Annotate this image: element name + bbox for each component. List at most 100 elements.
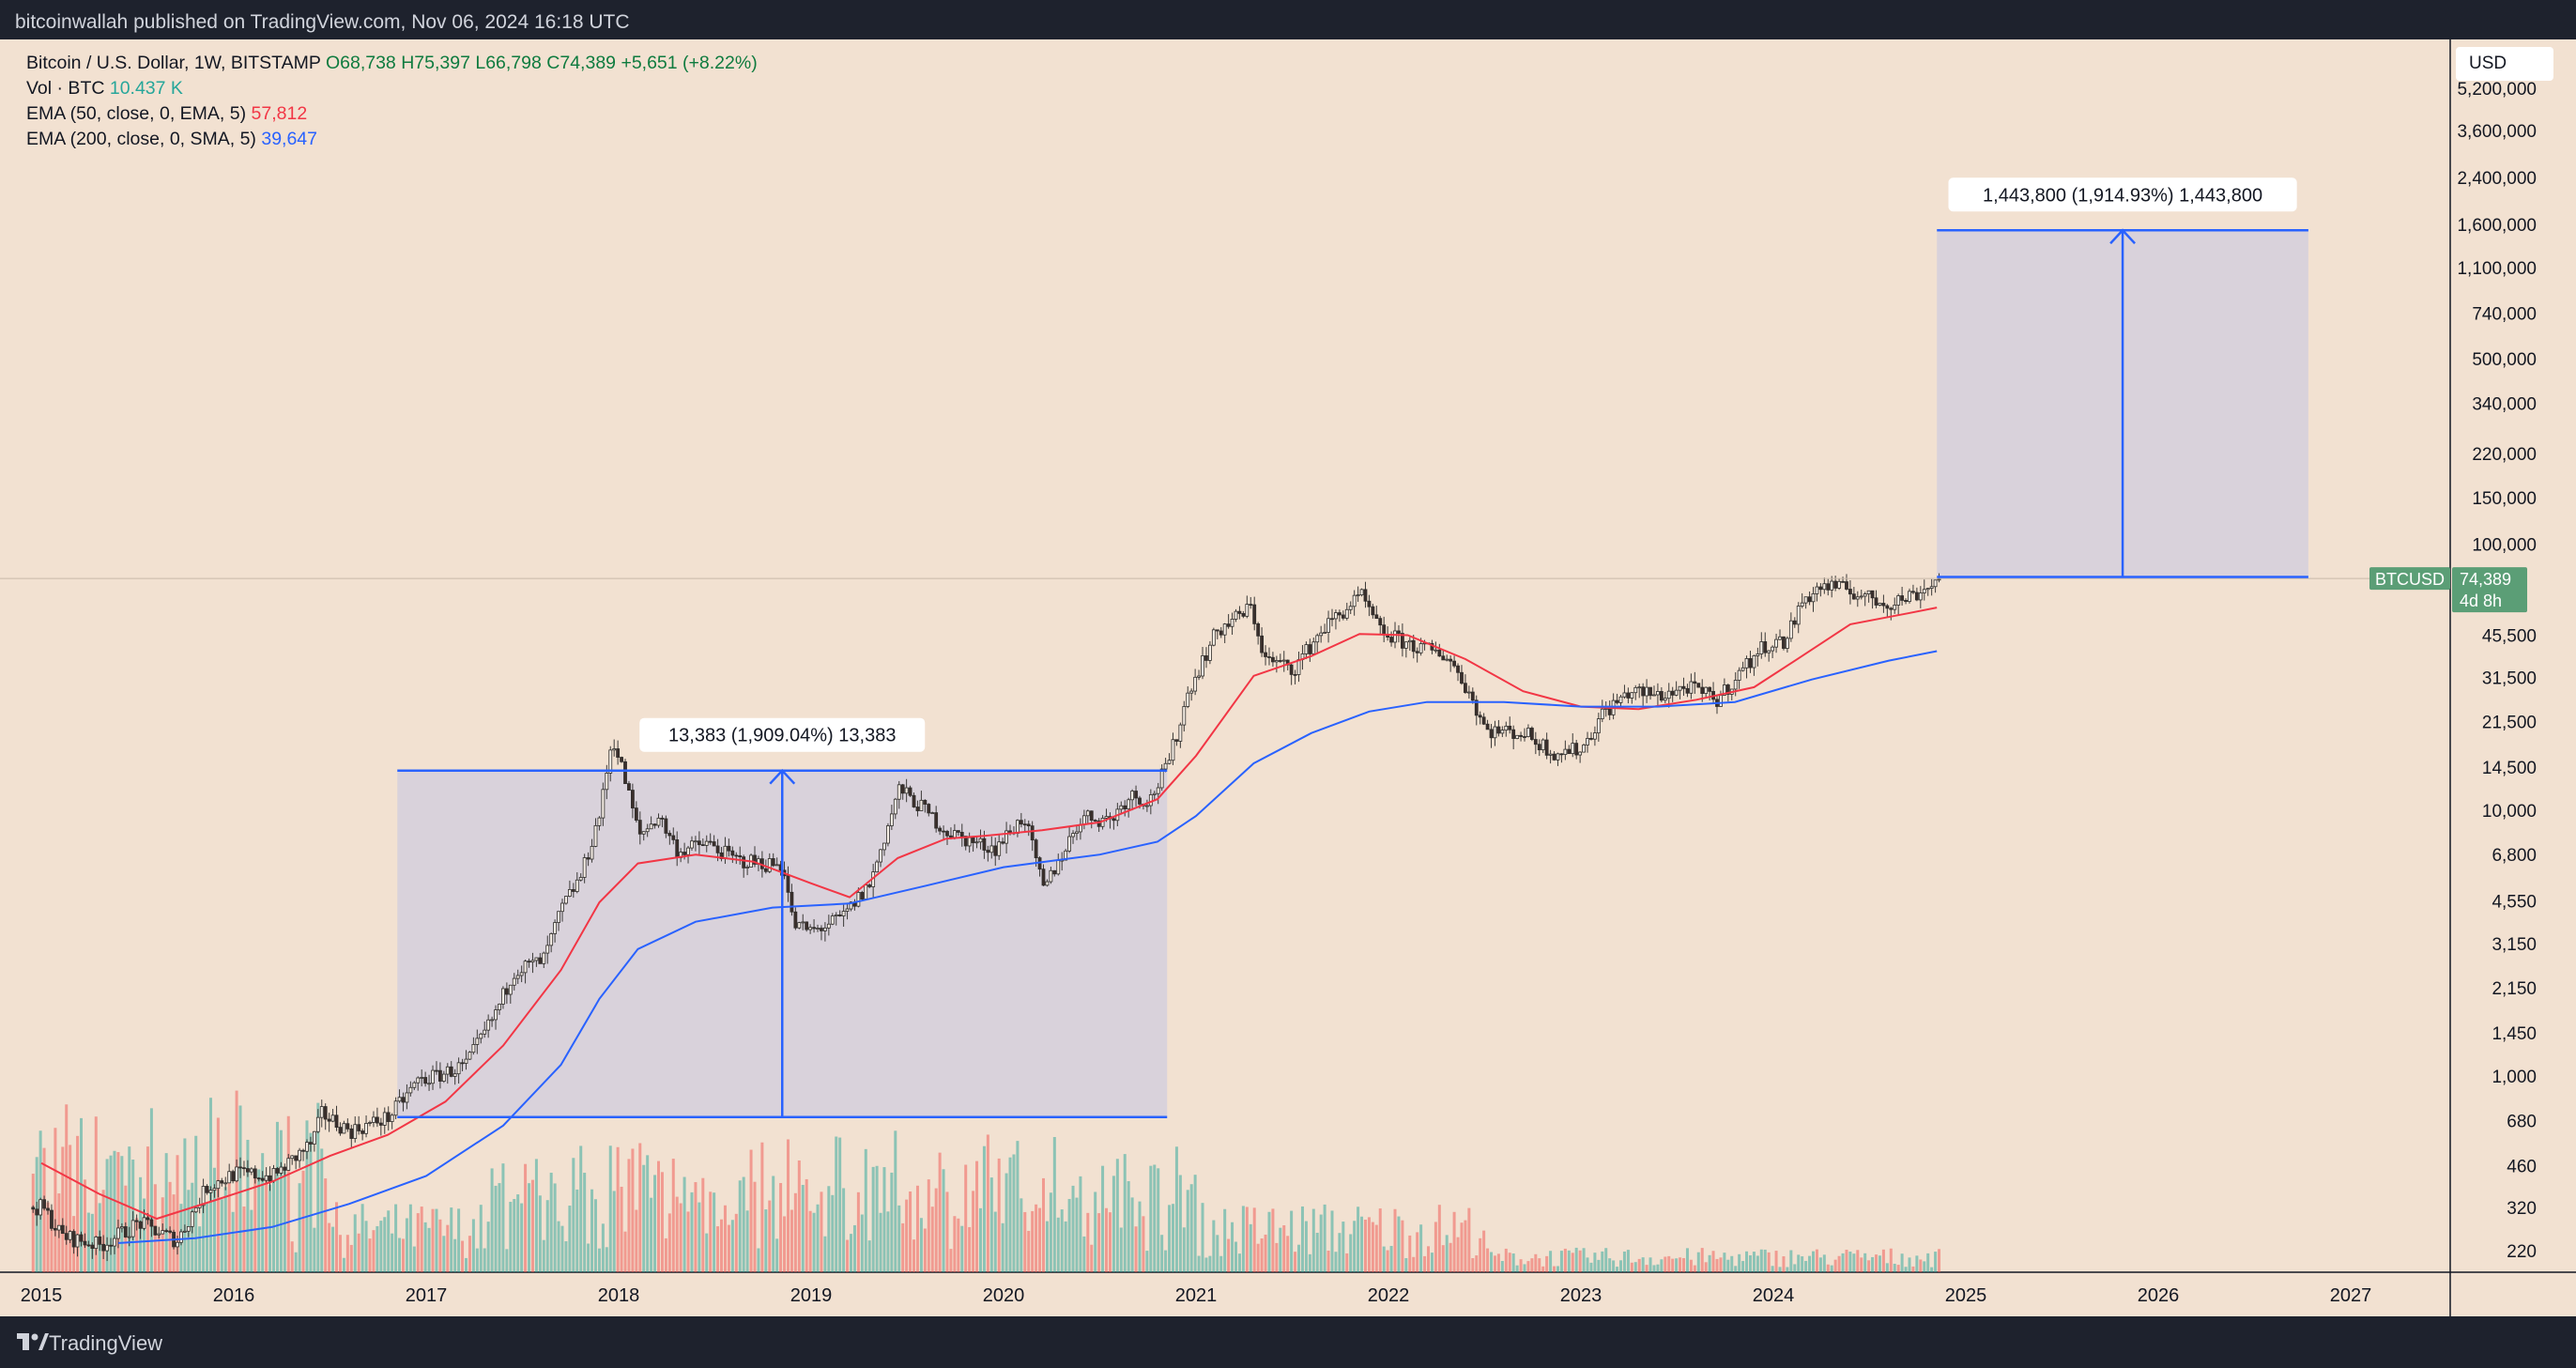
candle-body — [1315, 635, 1320, 643]
volume-bar — [1105, 1207, 1109, 1272]
candle-body — [1189, 690, 1194, 694]
volume-bar — [1060, 1209, 1064, 1272]
candle-body — [627, 783, 631, 791]
volume-bar — [1675, 1258, 1679, 1272]
candle-body — [1925, 588, 1930, 591]
volume-bar — [1427, 1246, 1430, 1272]
volume-bar — [1112, 1176, 1115, 1272]
candle-body — [1352, 594, 1357, 607]
price-tag-value: 74,389 — [2460, 570, 2511, 589]
price-chart[interactable]: 13,383 (1,909.04%) 13,383 1,443,800 (1,91… — [0, 39, 2576, 1316]
candle-body — [1049, 869, 1053, 883]
candle-body — [1515, 734, 1520, 739]
volume-bar — [835, 1136, 838, 1272]
price-tick-label: 150,000 — [2472, 489, 2537, 509]
volume-bar — [1549, 1251, 1553, 1272]
tradingview-logo-icon — [17, 1333, 49, 1350]
volume-bar — [157, 1235, 161, 1272]
candle-body — [1281, 659, 1286, 662]
symbol-title[interactable]: Bitcoin / U.S. Dollar, 1W, BITSTAMP — [26, 53, 321, 73]
volume-label[interactable]: Vol · BTC — [26, 78, 105, 99]
candle-body — [1586, 738, 1589, 745]
candle-body — [1452, 660, 1456, 667]
volume-bar — [975, 1160, 979, 1272]
candle-body — [952, 830, 957, 838]
candle-body — [1241, 613, 1246, 617]
ema50-label[interactable]: EMA (50, close, 0, EMA, 5) — [26, 103, 247, 124]
volume-bar — [1020, 1198, 1023, 1272]
volume-bar — [1519, 1259, 1523, 1272]
candle-body — [1693, 681, 1697, 684]
price-axis-panel — [2450, 39, 2576, 1316]
volume-bar — [31, 1174, 35, 1272]
candle-body — [723, 845, 728, 859]
volume-bar — [1763, 1249, 1767, 1272]
volume-bar — [538, 1195, 542, 1272]
volume-bar — [957, 1218, 960, 1272]
candle-body — [1645, 686, 1648, 697]
volume-bar — [1493, 1255, 1496, 1272]
measure-label-1: 1,443,800 (1,914.93%) 1,443,800 — [1983, 185, 2262, 206]
candle-body — [338, 1127, 343, 1134]
volume-bar — [1237, 1253, 1241, 1272]
volume-bar — [1108, 1212, 1112, 1272]
publisher-bar: bitcoinwallah published on TradingView.c… — [0, 0, 2576, 39]
volume-bar — [713, 1192, 716, 1272]
candle-body — [1929, 586, 1934, 590]
candle-body — [1112, 818, 1116, 822]
volume-bar — [94, 1116, 98, 1272]
candle-body — [1685, 687, 1690, 694]
ema200-label[interactable]: EMA (200, close, 0, SMA, 5) — [26, 129, 256, 149]
symbol-row: Bitcoin / U.S. Dollar, 1W, BITSTAMP O68,… — [26, 51, 758, 76]
candle-body — [164, 1230, 169, 1233]
volume-bar — [349, 1244, 353, 1272]
candle-body — [660, 817, 665, 820]
volume-bar — [198, 1226, 202, 1272]
candle-body — [601, 789, 606, 819]
volume-bar — [1586, 1257, 1589, 1272]
candle-body — [1833, 580, 1838, 589]
volume-bar — [1094, 1191, 1097, 1272]
volume-bar — [753, 1181, 757, 1272]
candle-body — [519, 972, 524, 976]
candle-body — [31, 1207, 36, 1210]
volume-bar — [1223, 1208, 1227, 1272]
candle-body — [989, 845, 994, 853]
volume-bar — [146, 1146, 149, 1272]
candle-body — [1622, 692, 1627, 698]
candle-body — [393, 1100, 398, 1116]
measure-label-0: 13,383 (1,909.04%) 13,383 — [668, 726, 896, 746]
volume-bar — [783, 1216, 787, 1272]
volume-bar — [105, 1159, 109, 1272]
candle-body — [397, 1097, 402, 1102]
price-tick-label: 1,600,000 — [2457, 216, 2537, 236]
candle-body — [1763, 641, 1768, 653]
symbol-tag-box — [2369, 567, 2450, 591]
chart-area[interactable]: 13,383 (1,909.04%) 13,383 1,443,800 (1,91… — [0, 39, 2576, 1316]
candle-body — [1859, 595, 1863, 598]
volume-bar — [1693, 1265, 1696, 1272]
candle-body — [605, 772, 609, 791]
volume-bar — [1515, 1265, 1519, 1272]
tradingview-brand[interactable]: TradingView — [49, 1331, 163, 1355]
candle-body — [1371, 606, 1375, 616]
volume-bar — [997, 1158, 1001, 1272]
candle-body — [1356, 594, 1360, 597]
candle-body — [1908, 591, 1911, 603]
candle-body — [386, 1112, 391, 1122]
candle-body — [1252, 604, 1257, 624]
candle-body — [1866, 590, 1871, 594]
volume-bar — [772, 1176, 775, 1272]
volume-bar — [1637, 1258, 1641, 1272]
currency-button[interactable]: USD — [2456, 47, 2553, 81]
candle-body — [753, 854, 757, 865]
candle-body — [649, 823, 653, 830]
candle-body — [134, 1220, 139, 1222]
volume-bar — [723, 1205, 727, 1272]
candle-body — [431, 1069, 435, 1084]
volume-bar — [608, 1145, 612, 1272]
candle-body — [904, 787, 909, 794]
volume-bar — [790, 1209, 793, 1272]
volume-bar — [1071, 1185, 1075, 1272]
candle-body — [149, 1219, 154, 1227]
